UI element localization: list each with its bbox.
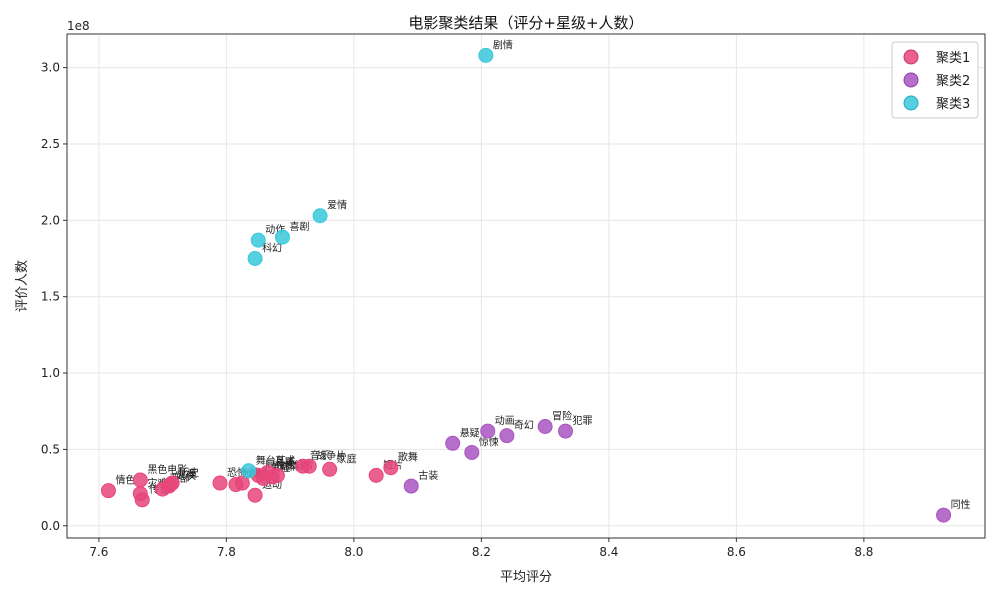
- data-point-cluster-1: [132, 472, 148, 488]
- data-point-label: 爱情: [327, 199, 347, 212]
- y-tick-label: 0.5: [41, 442, 60, 456]
- y-tick-label: 2.0: [41, 213, 60, 227]
- x-axis-title: 平均评分: [500, 570, 552, 585]
- data-point-label: 武侠: [176, 469, 196, 482]
- x-tick-label: 8.4: [599, 545, 618, 559]
- data-point-label: 奇幻: [514, 419, 534, 432]
- data-point-cluster-2: [558, 423, 574, 439]
- data-point-cluster-3: [250, 232, 266, 248]
- data-point-label: 歌舞: [398, 451, 418, 464]
- data-point-cluster-1: [301, 458, 317, 474]
- y-axis-offset-text: 1e8: [67, 19, 90, 33]
- data-point-cluster-2: [445, 435, 461, 451]
- data-point-cluster-1: [269, 467, 285, 483]
- y-tick-label: 3.0: [41, 61, 60, 75]
- x-tick-label: 8.2: [472, 545, 491, 559]
- data-point-cluster-1: [234, 475, 250, 491]
- data-point-cluster-1: [134, 492, 150, 508]
- legend-label-cluster-2: 聚类2: [936, 74, 970, 89]
- data-point-label: 黑色电影: [147, 463, 187, 476]
- data-point-cluster-2: [403, 478, 419, 494]
- data-point-cluster-1: [383, 460, 399, 476]
- data-point-label: 动画: [495, 415, 515, 427]
- data-point-label: 喜剧: [289, 220, 309, 233]
- data-point-label: 同性: [951, 498, 971, 511]
- legend-marker-cluster-1: [903, 49, 919, 65]
- data-point-label: 悬疑: [275, 456, 295, 468]
- data-point-cluster-2: [499, 428, 515, 444]
- x-tick-label: 8.0: [344, 545, 363, 559]
- data-point-label: 儿童: [177, 468, 197, 481]
- data-point-cluster-1: [100, 483, 116, 499]
- y-tick-label: 0.0: [41, 519, 60, 533]
- data-point-cluster-2: [480, 423, 496, 439]
- x-tick-label: 7.6: [89, 545, 108, 559]
- data-point-label: 悬疑: [460, 427, 480, 439]
- data-point-cluster-1: [164, 475, 180, 491]
- data-point-cluster-2: [936, 507, 952, 523]
- data-point-label: 科幻: [262, 242, 282, 255]
- legend-label-cluster-3: 聚类3: [936, 97, 970, 112]
- plot-frame: [66, 33, 986, 539]
- data-point-cluster-3: [312, 208, 328, 224]
- grid-layer: [67, 34, 985, 538]
- x-axis-ticks: 7.6 7.8 8.0 8.2 8.4 8.6 8.8: [89, 538, 873, 559]
- x-tick-label: 8.6: [727, 545, 746, 559]
- legend-marker-cluster-3: [903, 95, 919, 111]
- data-point-label: 惊悚: [479, 435, 499, 448]
- y-axis-ticks: 0.0 0.5 1.0 1.5 2.0 2.5 3.0: [41, 61, 67, 533]
- data-point-cluster-3: [274, 229, 290, 245]
- data-point-label: 冒险: [552, 410, 572, 423]
- x-tick-label: 8.8: [854, 545, 873, 559]
- legend-label-cluster-1: 聚类1: [936, 51, 970, 66]
- x-tick-label: 7.8: [217, 545, 236, 559]
- data-point-label: 战争片: [316, 449, 346, 462]
- data-point-cluster-3: [478, 47, 494, 63]
- chart-title: 电影聚类结果（评分+星级+人数）: [408, 14, 643, 32]
- data-point-label: 情色: [115, 474, 135, 487]
- data-point-label: 古装: [418, 469, 438, 482]
- y-tick-label: 1.0: [41, 366, 60, 380]
- data-point-label: 犯罪: [573, 415, 593, 427]
- data-point-cluster-3: [241, 463, 257, 479]
- data-point-label: 家庭: [337, 452, 357, 465]
- data-point-cluster-1: [247, 487, 263, 503]
- data-point-cluster-1: [212, 475, 228, 491]
- y-tick-label: 1.5: [41, 290, 60, 304]
- data-point-label: 剧情: [493, 38, 513, 51]
- y-tick-label: 2.5: [41, 137, 60, 151]
- data-point-label: 音乐: [310, 449, 330, 462]
- data-point-cluster-2: [537, 419, 553, 435]
- data-point-label: 历史: [179, 467, 199, 479]
- y-axis-title: 评价人数: [15, 260, 30, 312]
- data-point-cluster-3: [247, 251, 263, 267]
- legend: 聚类1 聚类2 聚类3: [891, 41, 979, 119]
- data-points: [100, 47, 952, 523]
- data-point-label: 舞台艺术: [256, 454, 296, 467]
- data-point-cluster-2: [464, 444, 480, 460]
- data-point-cluster-1: [322, 461, 338, 477]
- legend-marker-cluster-2: [903, 72, 919, 88]
- data-point-cluster-1: [368, 467, 384, 483]
